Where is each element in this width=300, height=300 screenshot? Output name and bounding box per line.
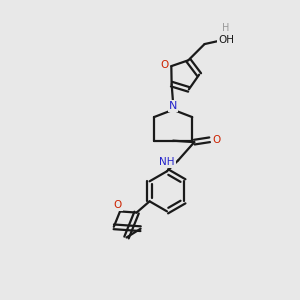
- Text: OH: OH: [218, 35, 234, 45]
- Text: O: O: [161, 60, 169, 70]
- Text: N: N: [169, 101, 177, 111]
- Text: NH: NH: [159, 157, 175, 167]
- Text: O: O: [113, 200, 122, 210]
- Text: H: H: [222, 23, 230, 33]
- Text: O: O: [212, 135, 220, 145]
